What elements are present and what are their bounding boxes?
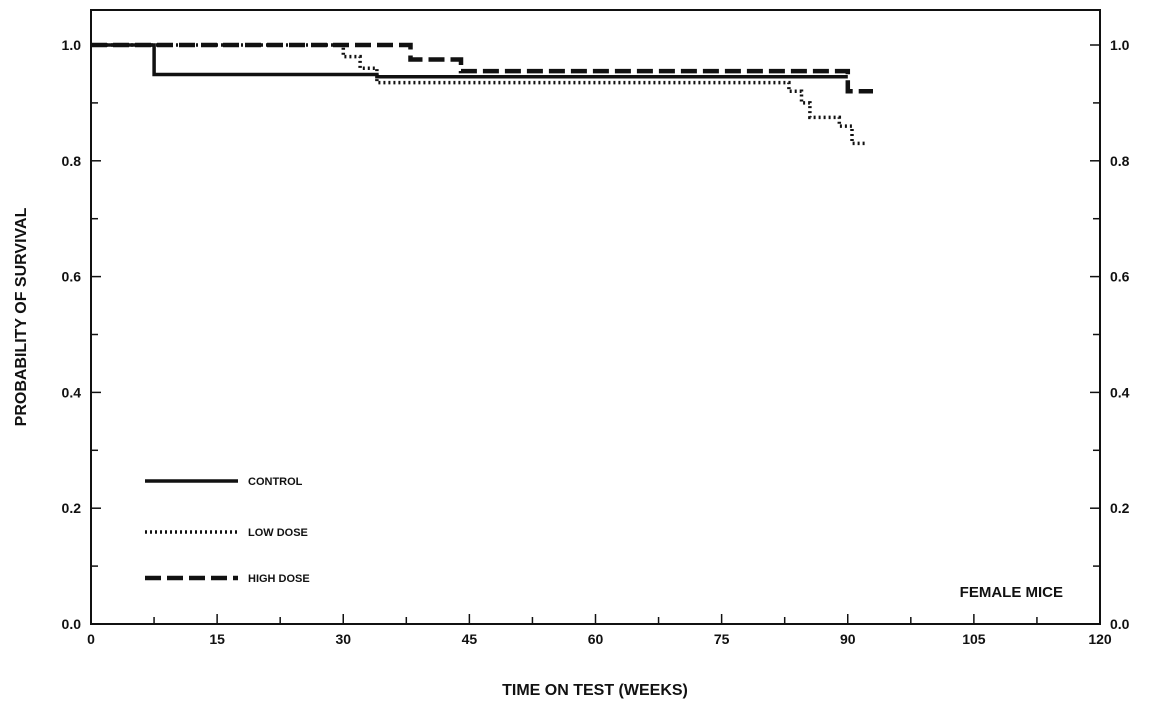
x-tick-label: 30 <box>335 631 351 647</box>
x-tick-label: 120 <box>1088 631 1112 647</box>
x-axis-ticks: 0 15 30 45 60 75 90 105 120 <box>87 614 1112 647</box>
legend-label: LOW DOSE <box>248 527 308 539</box>
legend-label: CONTROL <box>248 476 303 488</box>
y-left-tick-label: 1.0 <box>62 37 82 53</box>
x-tick-label: 90 <box>840 631 856 647</box>
series-line-high-dose <box>91 42 873 94</box>
y-left-tick-label: 0.8 <box>62 153 82 169</box>
y-left-tick-label: 0.4 <box>62 384 82 400</box>
x-tick-label: 45 <box>462 631 478 647</box>
legend: CONTROL LOW DOSE HIGH DOSE <box>145 476 310 585</box>
y-right-tick-label: 1.0 <box>1110 37 1130 53</box>
x-tick-label: 15 <box>209 631 225 647</box>
x-tick-label: 60 <box>588 631 604 647</box>
legend-label: HIGH DOSE <box>248 573 310 585</box>
y-left-tick-label: 0.2 <box>62 500 82 516</box>
y-right-tick-label: 0.6 <box>1110 269 1130 285</box>
y-left-tick-label: 0.6 <box>62 269 82 285</box>
x-tick-label: 75 <box>714 631 730 647</box>
series-line-low-dose <box>91 43 865 146</box>
plot-frame <box>90 9 1101 625</box>
y-right-tick-label: 0.4 <box>1110 384 1130 400</box>
survival-curves <box>91 42 873 146</box>
y-right-tick-label: 0.0 <box>1110 616 1130 632</box>
x-tick-label: 0 <box>87 631 95 647</box>
panel-annotation: FEMALE MICE <box>960 584 1063 601</box>
y-right-tick-label: 0.8 <box>1110 153 1130 169</box>
x-tick-label: 105 <box>962 631 986 647</box>
x-axis-title: TIME ON TEST (WEEKS) <box>502 682 688 699</box>
y-axis-ticks: 0.0 0.2 0.4 0.6 0.8 1.0 0.0 0.2 0.4 0.6 0.8 1.0 <box>62 37 1130 632</box>
y-left-tick-label: 0.0 <box>62 616 82 632</box>
y-right-tick-label: 0.2 <box>1110 500 1130 516</box>
y-axis-title: PROBABILITY OF SURVIVAL <box>13 207 30 426</box>
